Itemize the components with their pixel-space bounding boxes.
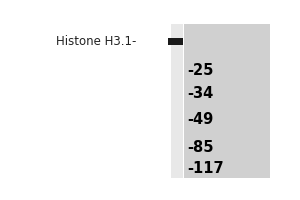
Bar [168, 38, 183, 45]
Text: -34: -34 [188, 86, 214, 101]
Text: -85: -85 [188, 140, 214, 155]
Bar [184, 24, 270, 178]
Text: Histone H3.1-: Histone H3.1- [56, 35, 136, 48]
Text: -49: -49 [188, 112, 214, 127]
Text: -117: -117 [188, 161, 224, 176]
Bar [171, 24, 183, 178]
Text: -25: -25 [188, 63, 214, 78]
